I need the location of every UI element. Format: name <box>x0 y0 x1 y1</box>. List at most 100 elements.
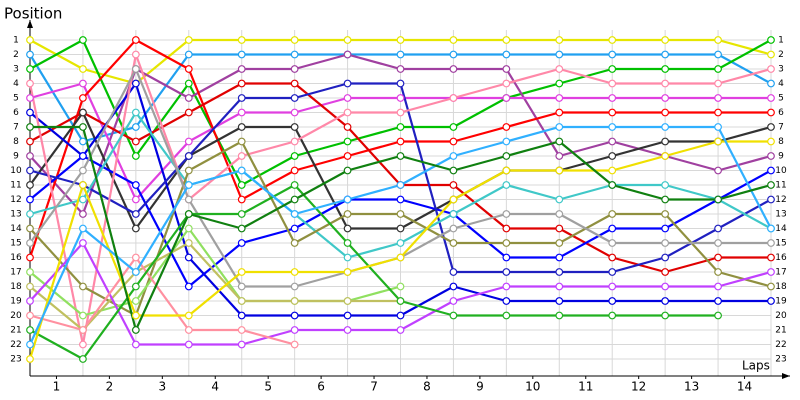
series-point <box>184 210 193 218</box>
series-point <box>714 282 722 291</box>
series-point <box>184 311 193 320</box>
y-tick-label: 20 <box>10 311 22 321</box>
series-point <box>26 210 34 218</box>
series-point <box>396 326 405 334</box>
series-point <box>396 123 405 131</box>
series-point <box>79 326 87 334</box>
series-point <box>449 210 458 218</box>
y-tick-label-right: 8 <box>778 137 784 147</box>
series-point <box>608 50 617 59</box>
y-tick-label: 19 <box>10 297 22 307</box>
series-point <box>343 326 352 334</box>
series-point <box>449 282 458 291</box>
series-point <box>608 253 617 262</box>
x-tick-label: 14 <box>737 380 752 394</box>
series-point <box>714 36 722 44</box>
series-point <box>608 181 617 189</box>
series-point <box>714 268 722 276</box>
series-point <box>131 50 140 59</box>
series-point <box>449 123 458 131</box>
series-point <box>237 340 246 349</box>
series-point <box>290 195 299 204</box>
series-point <box>26 36 34 44</box>
series-point <box>237 224 246 233</box>
series-point <box>502 297 511 305</box>
series-point <box>661 94 670 102</box>
series-point <box>26 108 34 117</box>
series-point <box>79 355 87 363</box>
series-point <box>184 79 193 88</box>
series-point <box>131 152 140 160</box>
series-point <box>502 36 511 44</box>
series-point <box>343 239 352 247</box>
series-point <box>79 181 87 189</box>
series-point <box>396 65 405 73</box>
series-point <box>79 36 87 44</box>
y-tick-label-right: 1 <box>778 36 784 46</box>
series-point <box>131 224 140 233</box>
y-tick-label-right: 7 <box>778 123 784 133</box>
series-point <box>555 36 564 44</box>
x-tick-label: 1 <box>53 380 61 394</box>
x-tick-label: 8 <box>423 380 431 394</box>
series-point <box>555 166 564 175</box>
series-point <box>184 65 193 73</box>
series-point <box>608 65 617 73</box>
series-point <box>661 268 670 276</box>
series-point <box>26 311 34 320</box>
series-point <box>767 94 775 102</box>
series-point <box>26 65 34 73</box>
series-point <box>608 36 617 44</box>
series-point <box>290 340 299 349</box>
series-point <box>26 253 34 262</box>
series-point <box>290 224 299 233</box>
y-tick-label: 21 <box>10 326 21 336</box>
series-point <box>767 253 775 262</box>
series-point <box>502 239 511 247</box>
series-point <box>26 195 34 204</box>
series-point <box>396 137 405 146</box>
series-point <box>555 210 564 218</box>
series-point <box>608 152 617 160</box>
series-point <box>343 210 352 218</box>
series-point <box>79 166 87 175</box>
series-point <box>184 152 193 160</box>
series-line <box>29 256 295 346</box>
y-tick-label: 13 <box>10 210 21 220</box>
series-point <box>661 297 670 305</box>
series-point <box>449 36 458 44</box>
series-point <box>237 297 246 305</box>
y-tick-label: 2 <box>13 50 19 60</box>
series-point <box>290 210 299 218</box>
series-point <box>449 297 458 305</box>
series-point <box>714 65 722 73</box>
y-tick-label-right: 15 <box>775 239 786 249</box>
series-point <box>184 137 193 146</box>
series-point <box>714 79 722 88</box>
series-point <box>714 94 722 102</box>
series-point <box>79 195 87 204</box>
series-point <box>131 340 140 349</box>
series-point <box>290 79 299 88</box>
series-point <box>555 297 564 305</box>
series-point <box>714 224 722 233</box>
series-point <box>237 137 246 146</box>
series-point <box>449 311 458 320</box>
y-tick-label: 7 <box>13 123 19 133</box>
series-point <box>608 94 617 102</box>
series-point <box>661 152 670 160</box>
series-point <box>396 181 405 189</box>
series-point <box>290 36 299 44</box>
series-point <box>502 94 511 102</box>
series-point <box>502 65 511 73</box>
series-point <box>237 166 246 175</box>
series-point <box>661 108 670 117</box>
series-point <box>767 36 775 44</box>
y-tick-label-right: 2 <box>778 50 784 60</box>
series-point <box>661 36 670 44</box>
series-point <box>237 123 246 131</box>
y-tick-label: 1 <box>13 36 19 46</box>
series-point <box>26 94 34 102</box>
series-point <box>79 224 87 233</box>
